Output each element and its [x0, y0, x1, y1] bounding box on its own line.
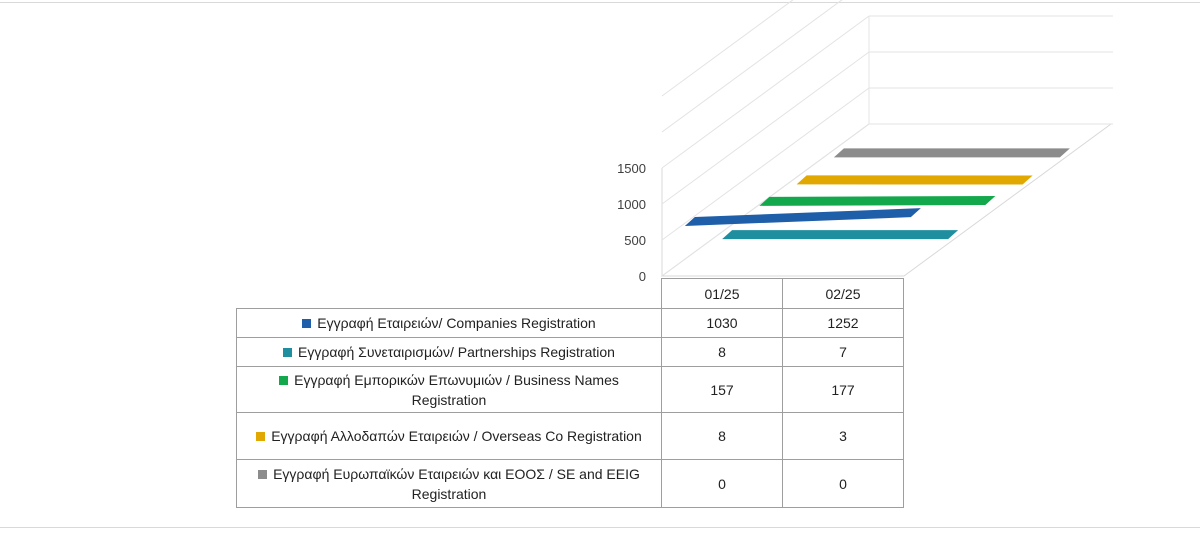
bar-series-2 — [759, 196, 996, 206]
bar-series-0 — [684, 208, 921, 226]
row-label-text: Εγγραφή Συνεταιρισμών/ Partnerships Regi… — [298, 344, 615, 360]
chart-bars — [684, 148, 1070, 240]
row-value-0125: 0 — [661, 459, 783, 508]
y-tick-label: 1500 — [617, 161, 646, 176]
row-label-text: Εγγραφή Αλλοδαπών Εταιρειών / Overseas C… — [271, 428, 642, 444]
table-row: Εγγραφή Εμπορικών Επωνυμιών / Business N… — [236, 366, 904, 413]
y-tick-label: 0 — [639, 269, 646, 284]
row-label: Εγγραφή Αλλοδαπών Εταιρειών / Overseas C… — [236, 412, 662, 460]
row-label-text: Εγγραφή Εταιρειών/ Companies Registratio… — [317, 315, 596, 331]
gridline-side — [661, 123, 870, 277]
gridline-side — [661, 51, 870, 205]
table-row: Εγγραφή Συνεταιρισμών/ Partnerships Regi… — [236, 337, 904, 367]
top-border — [0, 2, 1200, 3]
row-value-0225: 177 — [782, 366, 904, 413]
y-tick-label: 1000 — [617, 197, 646, 212]
table-corner-cell — [236, 278, 662, 309]
gridline-side — [661, 15, 870, 169]
bar-series-1 — [722, 230, 959, 240]
gridline-side — [661, 0, 843, 133]
bar-series-4 — [833, 148, 1070, 158]
legend-swatch-companies — [302, 319, 312, 328]
data-table: 01/25 02/25 Εγγραφή Εταιρειών/ Companies… — [236, 278, 904, 508]
gridline-side — [661, 0, 794, 97]
row-value-0125: 157 — [661, 366, 783, 413]
table-row: Εγγραφή Αλλοδαπών Εταιρειών / Overseas C… — [236, 412, 904, 460]
row-label: Εγγραφή Ευρωπαϊκών Εταιρειών και ΕΟΟΣ / … — [236, 459, 662, 508]
bottom-border — [0, 527, 1200, 528]
legend-swatch-overseas — [256, 432, 266, 441]
y-axis-ticks: 0 500 1000 1500 — [617, 161, 646, 284]
row-label: Εγγραφή Εμπορικών Επωνυμιών / Business N… — [236, 366, 662, 413]
gridline-side — [661, 87, 870, 241]
table-row: Εγγραφή Ευρωπαϊκών Εταιρειών και ΕΟΟΣ / … — [236, 459, 904, 508]
row-value-0225: 3 — [782, 412, 904, 460]
row-value-0225: 1252 — [782, 308, 904, 338]
legend-swatch-partnerships — [283, 348, 293, 357]
column-header-0125: 01/25 — [661, 278, 783, 309]
column-header-0225: 02/25 — [782, 278, 904, 309]
row-value-0125: 8 — [661, 337, 783, 367]
row-label-text: Εγγραφή Εμπορικών Επωνυμιών / Business N… — [294, 371, 619, 408]
table-row: Εγγραφή Εταιρειών/ Companies Registratio… — [236, 308, 904, 338]
chart-gridlines — [661, 0, 1113, 277]
row-value-0125: 8 — [661, 412, 783, 460]
table-header-row: 01/25 02/25 — [236, 278, 904, 309]
row-value-0225: 0 — [782, 459, 904, 508]
bar-series-3 — [796, 175, 1033, 185]
row-value-0125: 1030 — [661, 308, 783, 338]
row-label: Εγγραφή Συνεταιρισμών/ Partnerships Regi… — [236, 337, 662, 367]
row-label-text: Εγγραφή Ευρωπαϊκών Εταιρειών και ΕΟΟΣ / … — [273, 465, 640, 502]
row-value-0225: 7 — [782, 337, 904, 367]
legend-swatch-se-eeig — [258, 469, 268, 479]
legend-swatch-business-names — [279, 375, 289, 385]
row-label: Εγγραφή Εταιρειών/ Companies Registratio… — [236, 308, 662, 338]
y-tick-label: 500 — [624, 233, 646, 248]
